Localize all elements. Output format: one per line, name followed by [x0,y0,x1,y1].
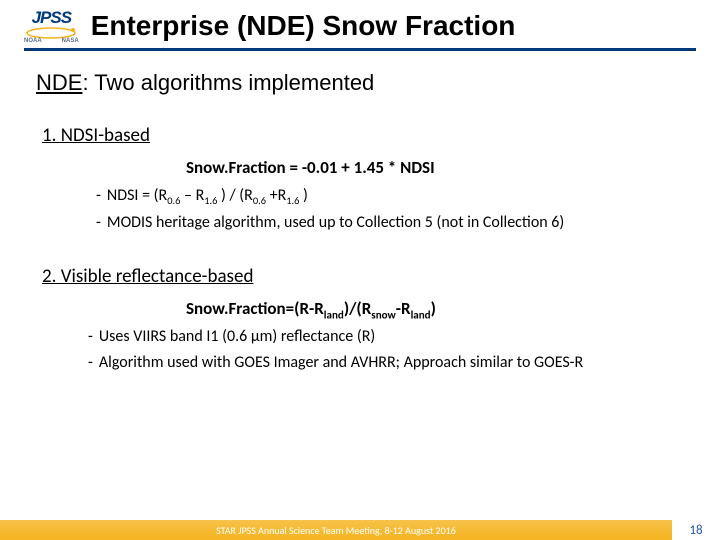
bullet-dash: - [88,325,93,349]
section1-bullet-2: - MODIS heritage algorithm, used up to C… [96,211,684,235]
footer-text: STAR JPSS Annual Science Team Meeting, 8… [216,524,456,537]
section1-heading: 1. NDSI-based [42,124,684,147]
page-number-value: 18 [689,523,702,538]
intro-rest: : Two algorithms implemented [82,70,374,95]
section2-bullet-1: - Uses VIIRS band I1 (0.6 µm) reflectanc… [88,325,684,349]
t: )/(R [344,298,371,319]
slide-footer: STAR JPSS Annual Science Team Meeting, 8… [0,520,720,540]
t: ) / (R [217,186,252,205]
logo-text: JPSS [32,8,71,28]
t: +R [266,186,286,205]
bullet-text: Uses VIIRS band I1 (0.6 µm) reflectance … [99,325,375,349]
slide-content: NDE: Two algorithms implemented 1. NDSI-… [0,52,720,375]
intro-line: NDE: Two algorithms implemented [36,70,684,96]
section2-bullet-2: - Algorithm used with GOES Imager and AV… [88,351,684,375]
jpss-logo: JPSS NOAA NASA [24,8,79,44]
section1-formula: Snow.Fraction = -0.01 + 1.45 * NDSI [186,157,684,178]
logo-sub-left: NOAA [24,38,42,44]
section1-bullets: - NDSI = (R0.6 – R1.6 ) / (R0.6 +R1.6 ) … [96,184,684,235]
bullet-dash: - [96,184,101,209]
s: 1.6 [204,194,217,207]
section2-bullets: - Uses VIIRS band I1 (0.6 µm) reflectanc… [88,325,684,375]
spacer [36,237,684,265]
t: – R [180,186,204,205]
bullet-text: Algorithm used with GOES Imager and AVHR… [99,351,583,375]
slide-header: JPSS NOAA NASA Enterprise (NDE) Snow Fra… [0,0,720,44]
s: land [411,307,431,321]
t: NDSI = (R [107,186,167,205]
bullet-dash: - [88,351,93,375]
section1-bullet-1: - NDSI = (R0.6 – R1.6 ) / (R0.6 +R1.6 ) [96,184,684,209]
intro-underlined: NDE [36,70,82,95]
bullet-text: MODIS heritage algorithm, used up to Col… [107,211,564,235]
title-underline [24,48,696,51]
t: ) [299,186,307,205]
logo-sub-right: NASA [62,38,79,44]
s: 0.6 [253,194,266,207]
section2-formula: Snow.Fraction=(R-Rland)/(Rsnow-Rland) [186,298,684,321]
s: 1.6 [286,194,299,207]
bullet-text: NDSI = (R0.6 – R1.6 ) / (R0.6 +R1.6 ) [107,184,308,209]
s: snow [371,307,395,321]
s: 0.6 [167,194,180,207]
s: land [324,307,344,321]
section2-heading: 2. Visible reflectance-based [42,265,684,288]
footer-bar: STAR JPSS Annual Science Team Meeting, 8… [0,520,672,540]
t: ) [431,298,436,319]
logo-subtext: NOAA NASA [24,38,79,44]
bullet-dash: - [96,211,101,235]
slide-title: Enterprise (NDE) Snow Fraction [91,10,516,42]
t: -R [396,298,411,319]
t: Snow.Fraction=(R-R [186,298,324,319]
page-number: 18 [672,520,720,540]
